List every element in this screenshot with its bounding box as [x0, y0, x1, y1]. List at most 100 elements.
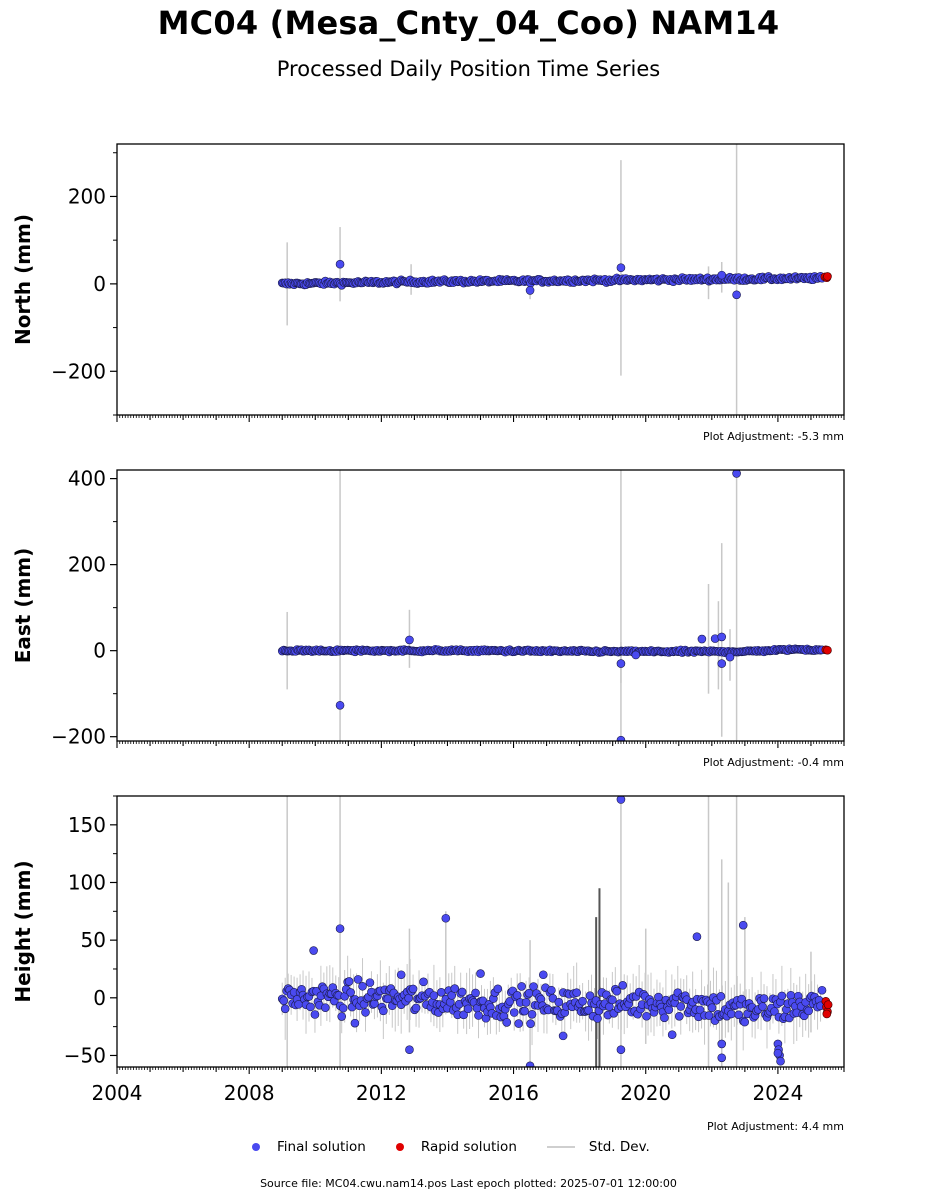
final-solution-point	[365, 978, 375, 987]
final-solution-point	[716, 992, 726, 1001]
rapid-solution-point	[823, 645, 832, 655]
rapid-solution-point	[822, 1009, 832, 1019]
final-solution-point	[584, 1006, 593, 1015]
legend-std-label: Std. Dev.	[588, 1139, 650, 1155]
final-solution-point	[674, 1011, 684, 1021]
x-tick-label: 2020	[620, 1081, 671, 1105]
final-solution-point	[419, 977, 428, 987]
final-solution-point	[616, 263, 626, 272]
source-caption: Source file: MC04.cwu.nam14.pos Last epo…	[260, 1177, 677, 1190]
final-solution-point	[280, 1004, 290, 1014]
x-tick-label: 2008	[224, 1081, 275, 1105]
final-solution-point	[344, 977, 354, 986]
final-solution-point	[548, 994, 558, 1003]
final-solution-point	[697, 634, 707, 644]
final-solution-point	[512, 991, 522, 1000]
panel-2: −200 0 200 400 East (mm) Plot Adjustment: -0.…	[11, 467, 845, 769]
final-solution-point	[770, 1007, 779, 1016]
final-solution-point	[538, 970, 548, 980]
final-solution-point	[509, 1008, 519, 1017]
final-solution-point	[817, 985, 827, 995]
final-solution-point	[396, 970, 406, 980]
final-solution-point	[612, 986, 622, 996]
final-solution-point	[725, 652, 735, 662]
final-solution-point	[695, 1005, 705, 1015]
final-solution-point	[450, 984, 460, 993]
final-solution-point	[616, 659, 626, 668]
panel-1: −200 0 200 North (mm) Plot Adjustment: -5.3 …	[11, 143, 845, 443]
final-solution-point	[335, 924, 345, 933]
final-solution-point	[463, 1004, 473, 1014]
final-solution-point	[338, 1003, 348, 1013]
final-solution-point	[717, 632, 727, 642]
final-solution-point	[350, 1018, 360, 1028]
y-tick-label: −200	[51, 725, 106, 749]
final-solution-point	[776, 1056, 785, 1066]
final-solution-point	[616, 796, 626, 804]
y-tick-label: 150	[68, 813, 106, 837]
final-solution-point	[631, 650, 641, 660]
y-tick-label: 0	[93, 639, 106, 663]
y-tick-label: 400	[68, 467, 106, 491]
final-solution-point	[353, 975, 363, 984]
final-solution-point	[717, 270, 727, 280]
final-solution-point	[654, 992, 663, 1002]
y-axis-label: North (mm)	[11, 214, 35, 345]
final-solution-point	[777, 991, 787, 1001]
rapid-solution-point	[823, 1000, 833, 1010]
std-dev-line-icon	[546, 1146, 575, 1148]
plot-adjustment-label: Plot Adjustment: -5.3 mm	[703, 430, 844, 443]
y-tick-label: 200	[68, 553, 106, 577]
x-tick-label: 2004	[92, 1081, 143, 1105]
final-solution-point	[476, 969, 485, 978]
y-tick-label: 100	[68, 870, 106, 894]
legend-rapid-label: Rapid solution	[420, 1139, 517, 1155]
final-solution-point	[505, 997, 515, 1006]
legend-item-rapid: Rapid solution	[395, 1139, 517, 1155]
final-solution-point	[616, 735, 626, 741]
final-solution-point	[525, 1061, 535, 1067]
final-solution-point	[740, 1017, 749, 1027]
plot-adjustment-label: Plot Adjustment: 4.4 mm	[707, 1120, 844, 1133]
final-solution-point	[411, 1003, 421, 1013]
final-solution-point	[337, 1012, 347, 1021]
rapid-solution-marker-icon	[395, 1143, 404, 1151]
legend-final-label: Final solution	[277, 1139, 366, 1155]
final-solution-point	[660, 1013, 669, 1023]
final-solution-point	[525, 286, 535, 295]
final-solution-point	[309, 946, 318, 955]
y-tick-label: 0	[93, 272, 106, 296]
y-axis-label: Height (mm)	[11, 860, 35, 1002]
final-solution-point	[361, 1008, 370, 1017]
plot-area	[277, 470, 832, 741]
final-solution-point	[437, 988, 446, 997]
final-solution-point	[732, 290, 741, 300]
legend-item-final: Final solution	[252, 1139, 366, 1155]
final-solution-point	[593, 1014, 602, 1023]
final-solution-point	[554, 997, 564, 1007]
final-solution-point	[717, 1053, 727, 1063]
axes-frame	[116, 469, 845, 742]
y-tick-label: 50	[81, 928, 106, 952]
final-solution-point	[457, 987, 467, 997]
y-tick-label: 0	[93, 986, 106, 1010]
final-solution-point	[704, 1011, 714, 1020]
legend-item-std: Std. Dev.	[546, 1139, 650, 1155]
final-solution-point	[616, 1045, 626, 1055]
final-solution-point	[547, 985, 556, 995]
final-solution-point	[517, 982, 526, 991]
final-solution-point	[717, 1039, 727, 1049]
final-solution-point	[306, 1002, 315, 1012]
final-solution-point	[441, 913, 451, 923]
plot-area	[277, 796, 833, 1067]
final-solution-point	[335, 700, 345, 710]
final-solution-point	[727, 1009, 736, 1019]
final-solution-point	[734, 1010, 744, 1020]
final-solution-point	[676, 1002, 686, 1011]
x-tick-label: 2016	[488, 1081, 539, 1105]
final-solution-point	[514, 1019, 523, 1028]
final-solution-point	[335, 259, 345, 269]
chart-subtitle: Processed Daily Position Time Series	[276, 57, 661, 81]
legend: Final solution Rapid solution Std. Dev.	[252, 1137, 680, 1157]
